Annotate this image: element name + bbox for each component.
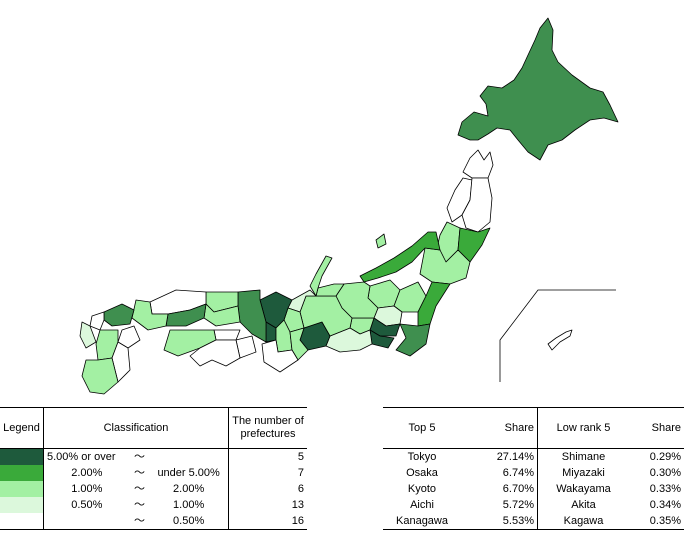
region-wakayama — [261, 339, 299, 373]
region-hokkaido — [457, 17, 619, 161]
legend-swatch — [0, 497, 44, 513]
japan-prefecture-map — [79, 17, 619, 395]
rank-low-share: 0.30% — [649, 467, 681, 479]
legend-count: 6 — [297, 483, 304, 495]
rank-row: Tokyo 27.14% Shimane 0.29% — [383, 448, 684, 465]
region-sado-island — [375, 233, 387, 249]
region-nagasaki — [79, 321, 97, 349]
legend-sep: 〜 — [133, 483, 145, 495]
legend-table: Legend Classification The number of pref… — [0, 407, 307, 530]
legend-row: 5.00% or over 〜 5 — [0, 448, 307, 465]
rank-header-top: Top 5 — [383, 407, 461, 449]
region-kagawa — [213, 329, 241, 341]
region-chiba — [395, 323, 431, 357]
legend-to: under 5.00% — [149, 465, 230, 481]
legend-to: 1.00% — [149, 497, 230, 513]
rank-top-name: Kyoto — [407, 483, 437, 495]
rank-top-name: Kanagawa — [383, 513, 461, 530]
rank-top-share: 5.53% — [461, 513, 538, 530]
rank-low-name: Miyazaki — [562, 467, 605, 479]
legend-swatch — [0, 465, 44, 481]
rank-top-share: 6.70% — [461, 481, 538, 497]
legend-from: 2.00% — [71, 467, 103, 479]
rank-top-share: 27.14% — [461, 448, 538, 465]
rank-low-name: Kagawa — [537, 513, 629, 530]
region-kochi — [189, 339, 241, 367]
legend-from — [43, 513, 130, 530]
rank-header-share2: Share — [629, 407, 684, 449]
region-ibaraki — [417, 281, 451, 327]
rank-top-share: 6.74% — [461, 465, 538, 481]
rank-header-share: Share — [461, 407, 538, 449]
rank-row: Osaka 6.74% Miyazaki 0.30% — [383, 465, 684, 481]
legend-row: 2.00% 〜 under 5.00% 7 — [0, 465, 307, 481]
legend-row: 1.00% 〜 2.00% 6 — [0, 481, 307, 497]
rank-low-name: Akita — [571, 499, 596, 511]
region-okinawa — [547, 329, 573, 351]
legend-to: 0.50% — [149, 513, 230, 530]
legend-sep: 〜 — [133, 499, 145, 511]
legend-count: 5 — [297, 451, 304, 463]
rank-row: Aichi 5.72% Akita 0.34% — [383, 497, 684, 513]
rank-row: Kanagawa 5.53% Kagawa 0.35% — [383, 513, 684, 530]
legend-swatch — [0, 513, 44, 530]
rank-top-name: Osaka — [406, 467, 438, 479]
rank-low-name: Wakayama — [556, 483, 611, 495]
okinawa-inset-frame — [499, 289, 616, 382]
region-shizuoka — [325, 327, 373, 353]
rank-header-low: Low rank 5 — [537, 407, 629, 449]
rank-low-name: Shimane — [561, 451, 606, 463]
legend-count: 7 — [297, 467, 304, 479]
legend-from: 0.50% — [71, 499, 103, 511]
legend-to — [149, 448, 230, 465]
region-yamaguchi — [131, 299, 169, 331]
rank-low-share: 0.33% — [649, 483, 681, 495]
rank-low-share: 0.34% — [649, 499, 681, 511]
legend-to: 2.00% — [149, 481, 230, 497]
region-miyazaki — [111, 341, 131, 383]
region-fukuoka — [103, 303, 135, 327]
legend-count: 13 — [291, 499, 304, 511]
legend-row: 0.50% 〜 1.00% 13 — [0, 497, 307, 513]
legend-from: 5.00% or over — [47, 451, 116, 463]
legend-sep: 〜 — [129, 513, 150, 530]
ranking-table: Top 5 Share Low rank 5 Share Tokyo 27.14… — [383, 407, 684, 530]
region-kagoshima — [81, 357, 119, 395]
legend-row: 〜 0.50% 16 — [0, 513, 307, 530]
region-fukushima — [419, 247, 471, 285]
legend-sep: 〜 — [133, 451, 145, 463]
legend-header-count: The number of prefectures — [228, 407, 307, 449]
region-ishikawa — [309, 255, 333, 297]
region-aomori — [462, 149, 494, 179]
rank-low-share: 0.35% — [629, 513, 684, 530]
rank-top-name: Tokyo — [407, 451, 437, 463]
legend-count: 16 — [228, 513, 307, 530]
legend-from: 1.00% — [71, 483, 103, 495]
legend-swatch — [0, 448, 44, 465]
legend-swatch — [0, 481, 44, 497]
region-oita — [117, 325, 141, 349]
rank-top-share: 5.72% — [461, 497, 538, 513]
legend-header-legend: Legend — [0, 407, 44, 449]
legend-sep: 〜 — [133, 467, 145, 479]
rank-top-name: Aichi — [410, 499, 434, 511]
legend-header-classification: Classification — [43, 407, 229, 449]
region-hyogo — [237, 289, 267, 343]
rank-row: Kyoto 6.70% Wakayama 0.33% — [383, 481, 684, 497]
rank-low-share: 0.29% — [649, 451, 681, 463]
region-saga — [89, 311, 105, 331]
